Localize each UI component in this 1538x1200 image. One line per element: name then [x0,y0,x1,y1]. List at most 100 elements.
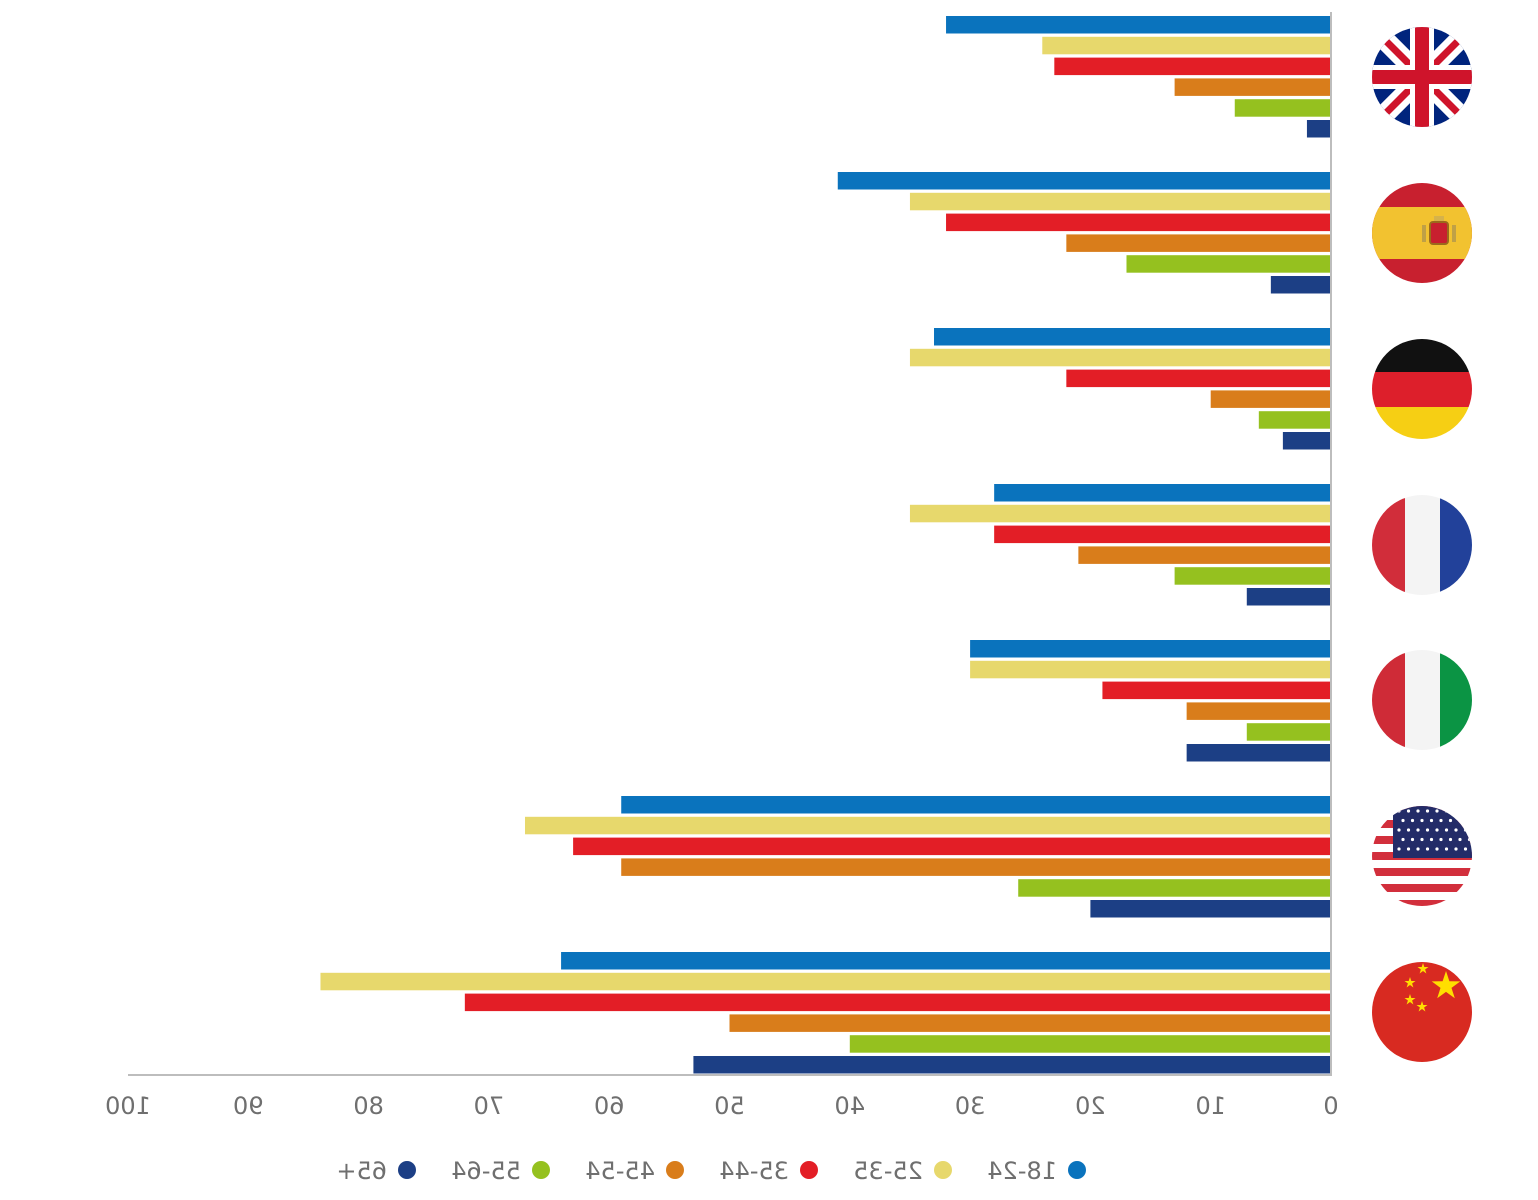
usa-flag-star [1416,809,1420,813]
bar-united-states-35-44 [573,837,1331,856]
bar-germany-18-24 [934,328,1331,346]
usa-flag-stripe [1372,900,1472,906]
bar-germany-35-44 [1066,369,1331,388]
usa-flag-star [1425,847,1430,851]
bar-spain-45-54 [1066,234,1331,252]
usa-flag-icon [1372,806,1472,906]
usa-flag-star [1397,847,1401,851]
usa-flag-star [1416,847,1420,851]
x-tick-label-90: 90 [233,1092,264,1120]
usa-flag-star [1458,837,1462,842]
usa-flag-star [1439,837,1443,842]
x-tick-label-10: 10 [1195,1092,1226,1120]
usa-flag-star [1458,818,1462,823]
bar-france-55-64 [1174,567,1331,585]
bar-france-35-44 [994,525,1331,544]
usa-flag-star [1410,837,1415,842]
germany-flag-icon [1372,339,1472,439]
bar-spain-25-35 [909,192,1331,211]
bar-germany-45-54 [1210,390,1331,408]
legend-marker-65 [398,1161,416,1179]
bar-china-35-44 [464,993,1332,1012]
legend-item-35-44: 35-44 [719,1157,818,1185]
legend-label-18-24: 18-24 [987,1157,1057,1185]
usa-flag-star [1406,809,1411,813]
bar-united-kingdom-18-24 [946,16,1331,34]
bar-united-kingdom-45-54 [1174,78,1331,96]
usa-flag-star [1410,818,1415,823]
italy-flag-icon [1372,650,1472,750]
bar-united-states-25-35 [524,816,1331,835]
usa-flag-star [1435,809,1439,813]
usa-flag-star [1454,809,1458,813]
usa-flag-star [1444,809,1449,813]
bar-france-65 [1246,588,1331,606]
bar-china-25-35 [320,972,1332,991]
spain-flag-icon [1372,183,1472,283]
x-tick-label-40: 40 [835,1092,866,1120]
usa-flag-star [1401,818,1405,823]
usa-flag-star [1444,847,1449,851]
bar-germany-65 [1282,432,1331,450]
legend-item-55-64: 55-64 [451,1157,550,1185]
usa-flag-star [1420,818,1424,823]
usa-flag-star [1435,847,1439,851]
usa-flag-star [1425,828,1430,832]
x-tick-label-80: 80 [353,1092,384,1120]
legend-item-45-54: 45-54 [585,1157,684,1185]
usa-flag-star [1416,828,1420,832]
country-flags [1372,27,1472,1062]
usa-flag-star [1420,837,1424,842]
bar-united-kingdom-25-35 [1042,36,1331,55]
bar-united-states-45-54 [621,858,1331,876]
bar-italy-45-54 [1186,702,1331,720]
x-tick-label-50: 50 [714,1092,745,1120]
x-tick-label-60: 60 [594,1092,625,1120]
bar-france-25-35 [909,504,1331,523]
usa-flag-star [1448,837,1453,842]
legend-item-65: 65+ [336,1157,416,1185]
legend-label-55-64: 55-64 [451,1157,521,1185]
bar-italy-18-24 [970,640,1331,658]
uk-flag-icon [1372,27,1472,127]
france-flag-icon [1372,495,1472,595]
legend-label-65: 65+ [336,1157,387,1185]
legend-marker-55-64 [532,1161,550,1179]
usa-flag-star [1406,847,1411,851]
usa-flag-star [1406,828,1411,832]
legend-label-25-35: 25-35 [853,1157,923,1185]
usa-flag-star [1425,809,1430,813]
legend-marker-25-35 [934,1161,952,1179]
bar-germany-55-64 [1258,411,1331,429]
bar-china-65 [693,1056,1331,1074]
usa-flag-star [1401,837,1405,842]
bar-spain-55-64 [1126,255,1331,273]
legend-label-35-44: 35-44 [719,1157,789,1185]
bar-italy-65 [1186,744,1331,762]
bar-united-states-65 [1090,900,1331,918]
bar-italy-55-64 [1246,723,1331,741]
bar-italy-25-35 [970,660,1331,679]
x-axis-ticks: 0 10 20 30 40 50 60 70 80 90 100 [105,1092,1339,1120]
legend: 18-24 25-35 35-44 45-54 55-64 65+ [336,1157,1086,1185]
usa-flag-star [1429,837,1434,842]
usa-flag-star [1463,847,1468,851]
bar-spain-35-44 [946,213,1331,232]
usa-flag-stripe [1372,868,1472,876]
bar-united-kingdom-35-44 [1054,57,1331,76]
legend-item-18-24: 18-24 [987,1157,1086,1185]
bar-united-states-55-64 [1018,879,1331,897]
usa-flag-star [1429,818,1434,823]
bar-germany-25-35 [909,348,1331,367]
x-tick-label-20: 20 [1075,1092,1106,1120]
x-tick-label-70: 70 [474,1092,505,1120]
legend-marker-45-54 [666,1161,684,1179]
legend-marker-35-44 [800,1161,818,1179]
bar-united-kingdom-65 [1306,120,1331,138]
bar-france-45-54 [1078,546,1331,564]
china-flag-icon [1372,962,1472,1062]
bar-italy-35-44 [1102,681,1331,700]
x-tick-label-30: 30 [955,1092,986,1120]
legend-label-45-54: 45-54 [585,1157,655,1185]
